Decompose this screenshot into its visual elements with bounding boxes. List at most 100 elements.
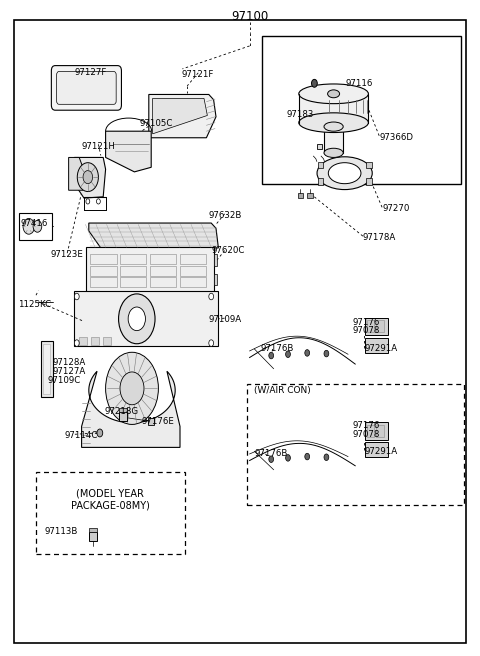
Bar [299,94,368,123]
Text: 97100: 97100 [231,10,268,23]
Bar [214,274,217,285]
Text: 97176: 97176 [353,318,380,327]
Circle shape [74,340,79,346]
Polygon shape [106,131,151,172]
Bar [148,418,154,425]
Text: 97078: 97078 [353,326,380,335]
Text: (W/AIR CON): (W/AIR CON) [254,386,311,395]
Text: 97176: 97176 [353,420,380,430]
Text: 97620C: 97620C [211,246,245,255]
Ellipse shape [317,157,372,190]
Circle shape [209,340,214,346]
Bar [91,337,99,345]
Bar [365,338,388,353]
Circle shape [324,350,329,357]
Text: 97105C: 97105C [139,119,173,128]
Ellipse shape [299,84,369,104]
Polygon shape [82,371,180,447]
Text: 97078: 97078 [353,430,380,439]
Text: 97178A: 97178A [363,233,396,242]
Text: 97113B: 97113B [44,527,78,536]
Text: 97416: 97416 [20,218,48,228]
Circle shape [128,307,145,331]
Bar [318,162,324,169]
Bar [120,254,146,264]
Circle shape [96,199,100,204]
Bar [307,193,313,198]
Circle shape [120,372,144,405]
Polygon shape [69,157,84,190]
Bar [180,254,206,264]
Circle shape [324,454,329,461]
Bar [90,277,117,287]
Text: (MODEL YEAR: (MODEL YEAR [76,488,144,499]
Circle shape [86,199,90,204]
Ellipse shape [299,113,369,133]
Bar [262,36,461,184]
Circle shape [269,456,274,462]
Circle shape [23,218,35,234]
Circle shape [83,171,93,184]
Bar [366,162,372,169]
Text: 97176B: 97176B [254,449,288,459]
Bar [318,178,324,185]
Bar [41,341,53,397]
Circle shape [269,352,274,359]
Bar [365,318,388,335]
Text: 97109C: 97109C [48,376,81,385]
Text: 97116: 97116 [346,79,373,89]
Bar [247,384,464,505]
Bar [90,254,117,264]
Circle shape [305,350,310,356]
Text: 97270: 97270 [382,204,409,213]
Polygon shape [149,94,216,138]
Text: 97291A: 97291A [365,344,398,354]
Bar [103,337,111,345]
Polygon shape [89,223,218,248]
Text: 97127A: 97127A [53,367,86,376]
Polygon shape [74,157,106,198]
Circle shape [77,163,98,192]
Bar [36,472,185,554]
Text: 97121H: 97121H [82,142,116,151]
Ellipse shape [328,163,361,184]
Polygon shape [153,98,207,134]
Bar [86,247,214,292]
Bar [298,193,303,198]
Circle shape [97,429,103,437]
Bar [19,213,52,240]
Text: 97218G: 97218G [105,407,139,417]
Text: 97121F: 97121F [181,70,214,79]
Bar [89,532,97,541]
Text: 97109A: 97109A [209,315,242,324]
Circle shape [119,294,155,344]
Ellipse shape [324,148,343,157]
Bar [119,412,127,421]
Bar [150,266,176,276]
Bar [365,422,388,440]
FancyBboxPatch shape [51,66,121,110]
Text: 97291A: 97291A [365,447,398,456]
Circle shape [305,453,310,460]
Bar [367,425,374,437]
Text: 97183: 97183 [286,110,313,119]
Ellipse shape [327,90,339,98]
Bar [89,528,97,532]
Text: 97176E: 97176E [142,417,174,426]
Bar [119,408,127,412]
Bar [90,266,117,276]
Bar [120,266,146,276]
Text: 97366D: 97366D [379,133,413,142]
Bar [317,144,322,149]
Text: 97123E: 97123E [50,250,83,259]
Text: 97176B: 97176B [261,344,294,354]
Text: 97632B: 97632B [209,211,242,220]
Bar [74,291,218,346]
Bar [120,277,146,287]
Text: 1125KC: 1125KC [18,300,51,309]
Circle shape [33,220,42,232]
FancyBboxPatch shape [57,72,116,104]
Text: 97128A: 97128A [53,358,86,367]
Bar [376,425,384,437]
Bar [376,320,384,332]
